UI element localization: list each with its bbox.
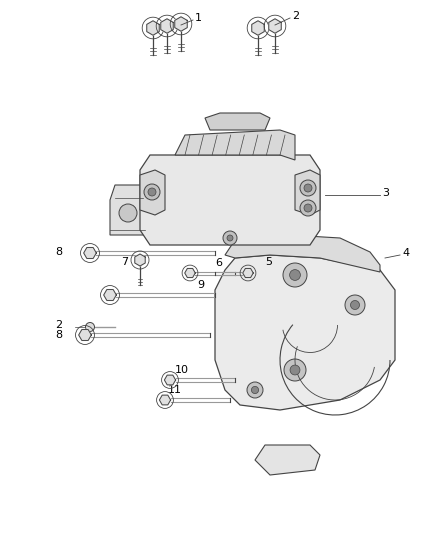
Polygon shape: [175, 130, 295, 160]
Circle shape: [119, 204, 137, 222]
Circle shape: [283, 263, 307, 287]
Text: 9: 9: [197, 280, 204, 290]
Polygon shape: [164, 375, 176, 385]
Text: 4: 4: [402, 248, 409, 258]
Circle shape: [227, 235, 233, 241]
Polygon shape: [185, 269, 195, 278]
Text: 10: 10: [175, 365, 189, 375]
Circle shape: [304, 184, 312, 192]
Polygon shape: [110, 185, 145, 235]
Text: 2: 2: [292, 11, 299, 21]
Polygon shape: [225, 235, 380, 272]
Circle shape: [247, 382, 263, 398]
Text: 7: 7: [121, 257, 128, 267]
Circle shape: [251, 386, 258, 393]
Circle shape: [284, 359, 306, 381]
Text: 8: 8: [55, 330, 62, 340]
Polygon shape: [205, 113, 270, 130]
Text: 8: 8: [55, 247, 62, 257]
Polygon shape: [269, 19, 281, 33]
Circle shape: [290, 365, 300, 375]
Polygon shape: [243, 269, 253, 278]
Circle shape: [300, 180, 316, 196]
Circle shape: [148, 188, 156, 196]
Polygon shape: [140, 155, 320, 245]
Polygon shape: [147, 21, 159, 35]
Polygon shape: [159, 395, 170, 405]
Circle shape: [300, 200, 316, 216]
Polygon shape: [252, 21, 264, 35]
Polygon shape: [161, 19, 173, 33]
Text: 5: 5: [265, 257, 272, 267]
Text: 2: 2: [55, 320, 62, 330]
Text: 1: 1: [195, 13, 202, 23]
Polygon shape: [79, 329, 91, 341]
Circle shape: [223, 231, 237, 245]
Polygon shape: [84, 247, 96, 259]
Circle shape: [144, 184, 160, 200]
Polygon shape: [295, 170, 320, 215]
Polygon shape: [215, 255, 395, 410]
Polygon shape: [175, 17, 187, 31]
Polygon shape: [140, 170, 165, 215]
Circle shape: [345, 295, 365, 315]
Text: 6: 6: [215, 258, 222, 268]
Circle shape: [304, 204, 312, 212]
Circle shape: [350, 301, 360, 310]
Text: 3: 3: [382, 188, 389, 198]
Circle shape: [85, 322, 95, 332]
Text: 11: 11: [168, 385, 182, 395]
Polygon shape: [104, 289, 117, 301]
Polygon shape: [255, 445, 320, 475]
Circle shape: [290, 270, 300, 280]
Polygon shape: [135, 254, 145, 266]
